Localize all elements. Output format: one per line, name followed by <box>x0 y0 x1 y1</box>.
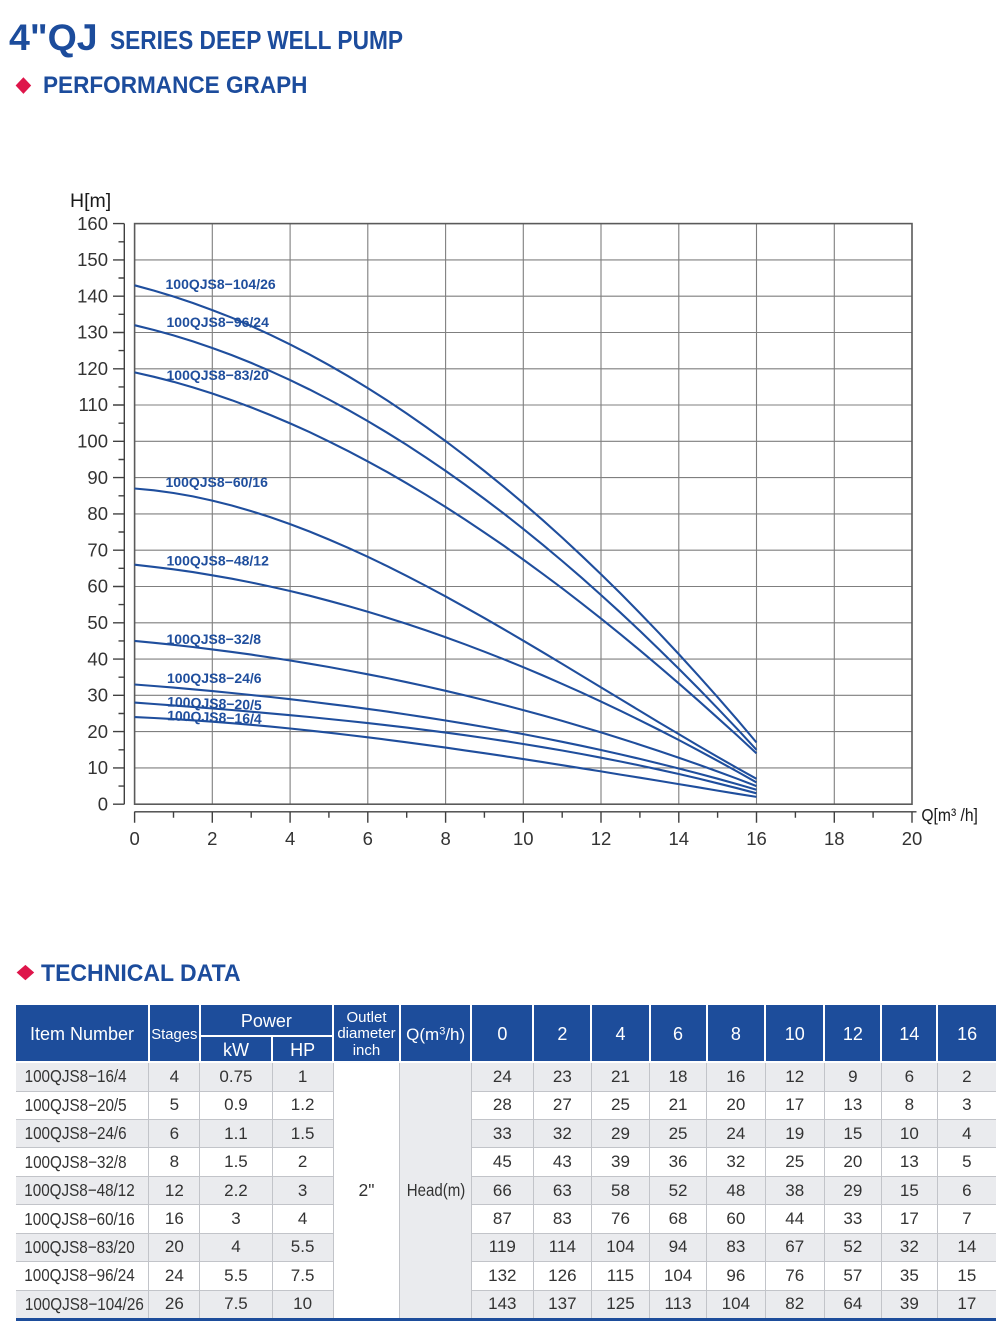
svg-text:100QJS8−48/12: 100QJS8−48/12 <box>167 553 270 569</box>
svg-text:8: 8 <box>440 828 450 849</box>
svg-text:60: 60 <box>87 576 108 597</box>
svg-text:100QJS8−96/24: 100QJS8−96/24 <box>167 314 270 330</box>
svg-text:100QJS8−104/26: 100QJS8−104/26 <box>166 276 276 292</box>
svg-text:0: 0 <box>129 828 139 849</box>
svg-text:130: 130 <box>77 322 108 343</box>
svg-text:6: 6 <box>363 828 373 849</box>
svg-text:16: 16 <box>746 828 767 849</box>
svg-text:70: 70 <box>87 539 108 560</box>
svg-text:90: 90 <box>87 467 108 488</box>
svg-text:140: 140 <box>77 285 108 306</box>
svg-text:160: 160 <box>77 213 108 234</box>
svg-text:18: 18 <box>824 828 845 849</box>
svg-text:20: 20 <box>902 828 923 849</box>
svg-text:H[m]: H[m] <box>70 190 111 212</box>
svg-text:120: 120 <box>77 358 108 379</box>
svg-text:100QJS8−32/8: 100QJS8−32/8 <box>167 631 262 647</box>
svg-text:100QJS8−20/5: 100QJS8−20/5 <box>167 694 262 714</box>
svg-text:30: 30 <box>87 685 108 706</box>
svg-text:2: 2 <box>207 828 217 849</box>
svg-text:0: 0 <box>98 793 108 814</box>
svg-text:100QJS8−60/16: 100QJS8−60/16 <box>166 474 269 490</box>
svg-text:100QJS8−83/20: 100QJS8−83/20 <box>167 367 270 383</box>
svg-text:50: 50 <box>87 612 108 633</box>
svg-text:Q[m³ /h]: Q[m³ /h] <box>921 805 978 825</box>
svg-text:80: 80 <box>87 503 108 524</box>
svg-text:150: 150 <box>77 249 108 270</box>
svg-text:12: 12 <box>591 828 612 849</box>
svg-text:14: 14 <box>669 828 690 849</box>
svg-text:100QJS8−24/6: 100QJS8−24/6 <box>167 670 262 686</box>
svg-text:40: 40 <box>87 648 108 669</box>
svg-text:20: 20 <box>87 721 108 742</box>
svg-text:100: 100 <box>77 431 108 452</box>
svg-text:100QJS8−16/4: 100QJS8−16/4 <box>167 707 262 727</box>
svg-text:10: 10 <box>513 828 534 849</box>
svg-text:10: 10 <box>87 757 108 778</box>
svg-text:4: 4 <box>285 828 295 849</box>
svg-text:110: 110 <box>79 394 109 415</box>
